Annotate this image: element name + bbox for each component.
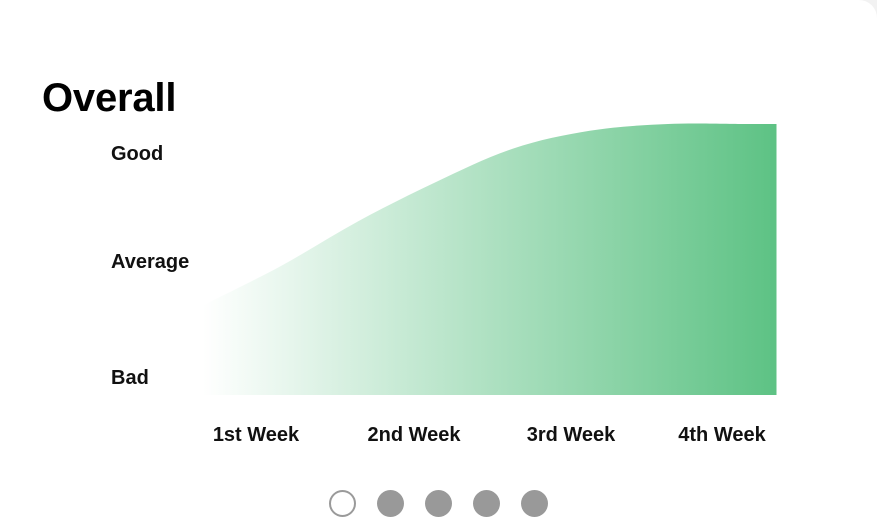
pager-dot-5[interactable] [521, 489, 548, 517]
x-label-week-4: 4th Week [678, 424, 766, 446]
pager-dot-3[interactable] [425, 489, 452, 517]
pager-dot-1[interactable] [329, 489, 356, 517]
y-label-average: Average [111, 251, 189, 273]
weekly-trend-area [203, 123, 777, 395]
y-label-bad: Bad [111, 367, 149, 389]
pagination-dots [0, 489, 877, 517]
page-title: Overall [42, 76, 177, 120]
y-label-good: Good [111, 143, 163, 165]
x-label-week-1: 1st Week [213, 424, 300, 446]
y-axis-labels: Bad Average Good [111, 143, 189, 389]
x-axis-labels: 1st Week 2nd Week 3rd Week 4th Week [213, 424, 767, 446]
x-label-week-2: 2nd Week [368, 424, 462, 446]
pager-dot-2[interactable] [377, 489, 404, 517]
pager-dot-4[interactable] [473, 489, 500, 517]
area-layer [203, 123, 777, 395]
x-label-week-3: 3rd Week [527, 424, 616, 446]
